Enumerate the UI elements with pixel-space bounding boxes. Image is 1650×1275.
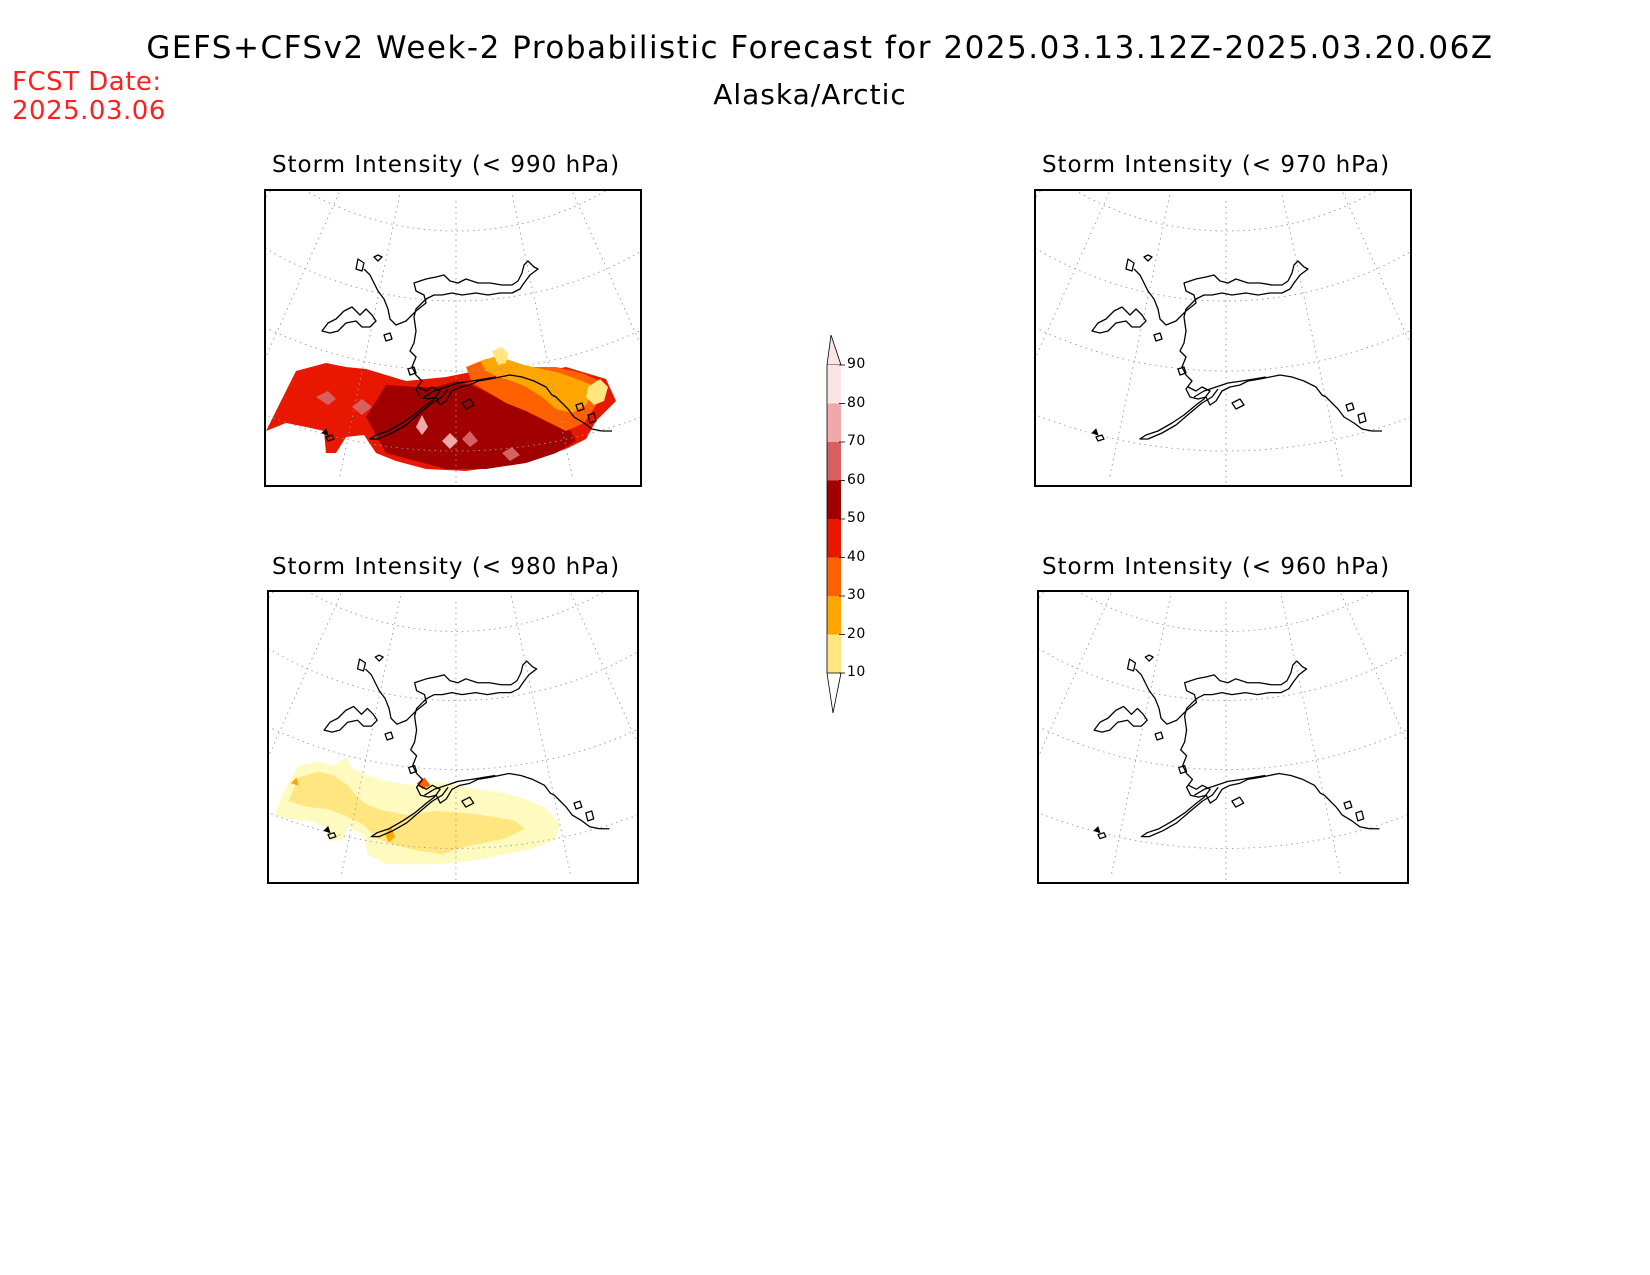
colorbar-tick-label: 60 <box>847 471 866 488</box>
map-panel-990 <box>264 189 642 487</box>
colorbar-segment <box>827 365 841 404</box>
map-svg <box>269 592 637 882</box>
island-marker <box>323 826 331 834</box>
map-panel-960 <box>1037 590 1409 884</box>
colorbar-tick-label: 80 <box>847 394 866 411</box>
prob-30-40-area-2 <box>290 777 299 786</box>
colorbar-tick-label: 70 <box>847 433 866 449</box>
forecast-date-value: 2025.03.06 <box>12 96 166 126</box>
forecast-date-label: FCST Date: <box>12 67 162 97</box>
coastline <box>1093 654 1380 840</box>
coastline <box>1091 254 1382 442</box>
coastline <box>323 654 610 840</box>
colorbar-tick-label: 30 <box>847 587 866 603</box>
colorbar-segment <box>827 480 841 519</box>
panel-title-960: Storm Intensity (< 960 hPa) <box>1041 554 1391 580</box>
colorbar-segment <box>827 442 841 481</box>
colorbar-segment <box>827 596 841 635</box>
colorbar-tick-label: 50 <box>847 510 866 526</box>
colorbar-segment <box>827 634 841 673</box>
prob-70-80-area-1 <box>316 391 336 405</box>
prob-70-80-area-2 <box>352 399 372 415</box>
panel-title-990: Storm Intensity (< 990 hPa) <box>271 152 621 178</box>
map-panel-970 <box>1034 189 1412 487</box>
colorbar-tick-label: 40 <box>847 548 866 565</box>
prob-70-80-area-3 <box>462 431 478 447</box>
colorbar-segment <box>827 557 841 596</box>
island-marker <box>1093 826 1101 834</box>
probability-colorbar <box>826 335 845 714</box>
map-panel-980 <box>267 590 639 884</box>
colorbar-tick-label: 10 <box>847 664 866 680</box>
colorbar-segment <box>827 403 841 442</box>
prob-80-90-area-1 <box>416 415 428 435</box>
map-svg <box>1039 592 1407 882</box>
graticule <box>1039 592 1407 882</box>
prob-20-30-area <box>288 771 525 855</box>
colorbar-tick-label: 90 <box>847 356 866 372</box>
island-marker <box>1091 428 1099 436</box>
prob-20-30-area <box>586 379 608 405</box>
colorbar-tick-label: 20 <box>847 625 866 642</box>
panel-title-970: Storm Intensity (< 970 hPa) <box>1041 152 1391 178</box>
island-marker <box>321 428 329 436</box>
prob-80-90-area-2 <box>442 433 458 449</box>
forecast-date-block: FCST Date: 2025.03.06 <box>12 68 166 126</box>
region-subtitle: Alaska/Arctic <box>713 78 907 111</box>
prob-70-80-area-4 <box>502 447 520 461</box>
probability-field <box>266 347 616 471</box>
coastline <box>321 254 612 442</box>
graticule <box>1036 191 1410 485</box>
prob-20-30-area-2 <box>492 347 508 365</box>
colorbar-bottom-taper <box>826 672 842 714</box>
colorbar-top-taper <box>826 335 842 366</box>
prob-30-40-area <box>480 357 596 413</box>
panel-title-980: Storm Intensity (< 980 hPa) <box>271 554 621 580</box>
map-svg <box>1036 191 1410 485</box>
colorbar-segment <box>827 519 841 558</box>
main-title: GEFS+CFSv2 Week-2 Probabilistic Forecast… <box>146 30 1494 66</box>
map-svg <box>266 191 640 485</box>
